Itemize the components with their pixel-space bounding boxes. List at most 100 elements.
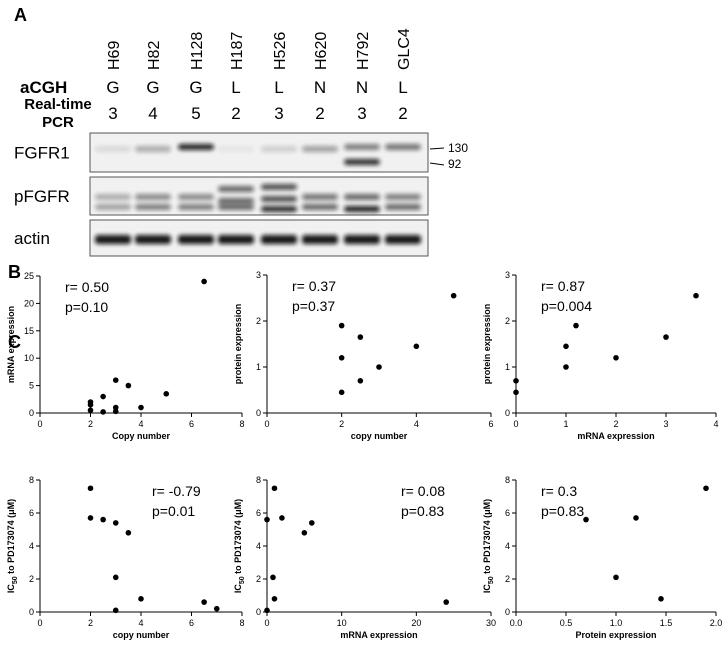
y-tick-label: 20 <box>24 298 34 308</box>
x-axis-label: copy number <box>351 431 408 441</box>
point <box>112 520 119 526</box>
band <box>95 204 131 210</box>
pcr-value: 4 <box>148 104 157 123</box>
band <box>218 204 254 210</box>
y-tick-label: 6 <box>256 508 261 518</box>
point <box>413 343 420 350</box>
band <box>385 144 421 150</box>
point <box>264 607 270 614</box>
blot-frame <box>89 132 429 173</box>
y-label-part: IC <box>233 584 243 594</box>
y-axis-label: IC50 to PD173074 (μM) <box>6 499 19 593</box>
point <box>658 596 664 602</box>
annotation: p=0.83 <box>541 503 584 519</box>
point <box>100 516 106 523</box>
point <box>87 515 94 521</box>
annotation: r= -0.79 <box>152 483 201 499</box>
panel-label: C <box>8 332 21 352</box>
cell-line: H792 <box>355 32 372 70</box>
point <box>357 378 364 384</box>
annotation: r= 0.3 <box>541 483 577 499</box>
point <box>513 378 519 384</box>
x-tick-label: 0 <box>37 419 42 429</box>
point <box>633 515 639 521</box>
y-axis-label: mRNA expression <box>6 306 16 383</box>
point <box>163 391 170 397</box>
x-tick-label: 0 <box>264 618 269 628</box>
x-tick-label: 4 <box>138 419 143 429</box>
band <box>178 204 214 210</box>
point <box>138 404 144 411</box>
band <box>261 146 297 152</box>
x-tick-label: 6 <box>189 618 194 628</box>
y-tick-label: 8 <box>29 475 34 485</box>
x-axis-label: mRNA expression <box>340 630 417 640</box>
x-tick-label: 8 <box>239 618 244 628</box>
cell-line: H187 <box>229 32 246 70</box>
point <box>338 322 345 329</box>
x-tick-label: 20 <box>411 618 421 628</box>
point <box>309 520 315 526</box>
x-tick-label: 4 <box>138 618 143 628</box>
x-tick-label: 1.0 <box>610 618 623 628</box>
y-axis-label: IC50 to PD173074 (μM) <box>233 499 246 593</box>
acgh-value: L <box>274 78 283 97</box>
acgh-value: N <box>356 78 368 97</box>
y-axis-label: IC50 to PD173074 (μM) <box>482 499 495 593</box>
point <box>100 393 106 400</box>
point <box>357 334 364 340</box>
y-tick-label: 3 <box>256 270 261 280</box>
y-label-part: protein expression <box>233 304 243 385</box>
band <box>385 204 421 210</box>
y-label-part: to PD173074 (μM) <box>482 499 492 577</box>
y-tick-label: 2 <box>505 574 510 584</box>
band <box>344 235 380 244</box>
y-label-part: IC <box>6 584 16 594</box>
point <box>112 574 119 581</box>
band <box>135 194 171 200</box>
band <box>218 146 254 152</box>
point <box>693 292 699 299</box>
band <box>344 144 380 150</box>
x-tick-label: 8 <box>239 419 244 429</box>
x-tick-label: 4 <box>713 419 718 429</box>
x-tick-label: 2 <box>339 419 344 429</box>
cell-line: GLC4 <box>396 28 413 70</box>
x-tick-label: 0 <box>37 618 42 628</box>
marker-label: 130 <box>448 141 468 155</box>
y-tick-label: 8 <box>256 475 261 485</box>
point <box>264 516 270 523</box>
point <box>513 389 519 396</box>
band <box>385 235 421 244</box>
band <box>135 204 171 210</box>
band <box>135 235 171 244</box>
band <box>344 194 380 200</box>
point <box>450 292 457 299</box>
point <box>563 364 569 370</box>
y-label-part: IC <box>482 584 492 594</box>
point <box>663 334 669 340</box>
point <box>376 364 382 370</box>
point <box>271 596 278 602</box>
y-tick-label: 10 <box>24 353 34 363</box>
blot-label: FGFR1 <box>14 144 70 163</box>
band <box>218 186 254 192</box>
point <box>583 516 589 523</box>
x-axis-label: Copy number <box>112 431 171 441</box>
y-tick-label: 2 <box>29 574 34 584</box>
band <box>261 235 297 244</box>
y-tick-label: 2 <box>256 574 261 584</box>
cell-line: H128 <box>189 32 206 70</box>
band <box>302 146 338 152</box>
pcr-value: 3 <box>108 104 117 123</box>
y-label-part: to PD173074 (μM) <box>6 499 16 577</box>
y-tick-label: 1 <box>505 362 510 372</box>
y-tick-label: 5 <box>29 381 34 391</box>
x-axis-label: mRNA expression <box>577 431 654 441</box>
annotation: r= 0.50 <box>65 279 109 295</box>
x-tick-label: 1 <box>563 419 568 429</box>
cell-line: H69 <box>106 41 123 70</box>
y-tick-label: 0 <box>256 408 261 418</box>
band <box>178 194 214 200</box>
marker-tick <box>429 162 445 166</box>
